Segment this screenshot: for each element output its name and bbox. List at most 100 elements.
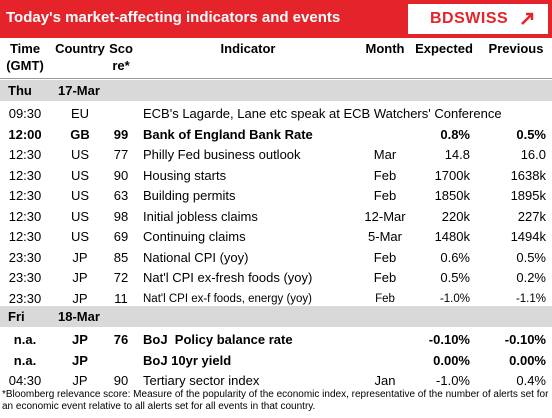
column-header: Time: [9, 41, 41, 56]
cell: BoJ 10yr yield: [143, 352, 232, 368]
cell: 220k: [441, 208, 470, 224]
day-band: [0, 80, 552, 101]
cell: Feb: [373, 249, 397, 265]
cell: 5-Mar: [368, 229, 402, 244]
header-bar: Today's market-affecting indicators and …: [0, 0, 552, 38]
cell: Nat'l CPI ex-f foods, energy (yoy): [143, 292, 313, 305]
title: Today's market-affecting indicators and …: [6, 9, 341, 26]
cell: 90: [113, 167, 129, 183]
cell: BoJ Policy balance rate: [143, 332, 293, 347]
cell: Feb: [373, 167, 397, 183]
cell: Bank of England Bank Rate: [143, 126, 313, 142]
cell: 12:30: [8, 208, 42, 224]
cell: Housing starts: [143, 167, 227, 183]
header-rule: [0, 78, 552, 79]
cell: Jan: [374, 373, 396, 388]
cell: 23:30: [8, 290, 42, 306]
cell: US: [70, 147, 90, 162]
cell: 12:30: [8, 167, 42, 183]
cell: US: [70, 188, 90, 203]
cell: 1700k: [434, 167, 470, 183]
cell: n.a.: [13, 352, 37, 368]
column-header: Indicator: [220, 41, 276, 56]
cell: JP: [72, 352, 88, 368]
cell: 1480k: [434, 229, 470, 244]
cell: Mar: [373, 147, 397, 162]
cell: 12:30: [8, 188, 42, 203]
cell: 12:00: [8, 126, 42, 142]
cell: National CPI (yoy): [143, 249, 249, 265]
day-name: Fri: [8, 309, 25, 324]
cell: 1850k: [434, 188, 470, 203]
cell: JP: [72, 373, 88, 388]
column-header: Previous: [488, 41, 544, 56]
cell: 12:30: [8, 147, 42, 162]
cell: 0.8%: [440, 126, 470, 142]
cell: 23:30: [8, 249, 42, 265]
logo-icon: [521, 12, 534, 25]
cell: 0.5%: [516, 249, 546, 265]
cell: 72: [113, 270, 129, 285]
cell: US: [70, 229, 90, 244]
column-header: re*: [112, 58, 130, 73]
day-name: Thu: [8, 83, 32, 98]
cell: JP: [72, 270, 88, 285]
cell: 0.5%: [516, 126, 546, 142]
cell: Building permits: [143, 188, 236, 203]
cell: 76: [113, 332, 129, 347]
column-header: Sco: [109, 41, 133, 56]
day-band: [0, 306, 552, 327]
cell: GB: [70, 126, 90, 142]
cell: -1.1%: [515, 292, 546, 305]
cell: 0.5%: [440, 270, 470, 285]
cell: 1638k: [510, 167, 546, 183]
cell: -1.0%: [436, 373, 470, 388]
cell: Philly Fed business outlook: [143, 147, 301, 162]
cell: JP: [72, 332, 88, 347]
cell: 09:30: [8, 106, 42, 121]
footnote: *Bloomberg relevance score: Measure of t…: [2, 389, 549, 412]
cell: 0.2%: [516, 270, 546, 285]
cell: 99: [113, 126, 129, 142]
cell: 04:30: [8, 373, 42, 388]
cell: Nat'l CPI ex-fresh foods (yoy): [143, 270, 313, 285]
cell: 11: [114, 290, 128, 306]
cell: Feb: [373, 188, 397, 203]
cell: 227k: [517, 208, 546, 224]
cell: 23:30: [8, 270, 42, 285]
cell: 0.6%: [440, 249, 470, 265]
day-date: 18-Mar: [58, 309, 100, 324]
cell: Feb: [375, 292, 395, 305]
cell: ECB's Lagarde, Lane etc speak at ECB Wat…: [143, 106, 502, 121]
cell: 1494k: [510, 229, 546, 244]
cell: 77: [113, 147, 129, 162]
cell: Feb: [373, 270, 397, 285]
cell: 12-Mar: [364, 208, 406, 224]
cell: 90: [113, 373, 129, 388]
cell: 69: [113, 229, 129, 244]
cell: 1895k: [510, 188, 546, 203]
cell: -0.10%: [504, 332, 546, 347]
logo-box: BDSWISS: [408, 4, 548, 34]
cell: n.a.: [13, 332, 37, 347]
cell: JP: [72, 249, 88, 265]
cell: Continuing claims: [143, 229, 246, 244]
cell: Tertiary sector index: [143, 373, 260, 388]
cell: 16.0: [520, 147, 546, 162]
day-date: 17-Mar: [58, 83, 100, 98]
cell: 0.4%: [516, 373, 546, 388]
column-header: Month: [365, 41, 405, 56]
cell: 12:30: [8, 229, 42, 244]
logo: BDSWISS: [430, 10, 509, 27]
cell: 0.00%: [509, 352, 546, 368]
cell: 98: [113, 208, 129, 224]
cell: 85: [113, 249, 129, 265]
cell: JP: [72, 290, 88, 306]
column-header: (GMT): [6, 58, 44, 73]
cell: -0.10%: [428, 332, 470, 347]
cell: 14.8: [444, 147, 470, 162]
column-header: Expected: [415, 41, 473, 56]
cell: US: [70, 167, 90, 183]
cell: US: [70, 208, 90, 224]
